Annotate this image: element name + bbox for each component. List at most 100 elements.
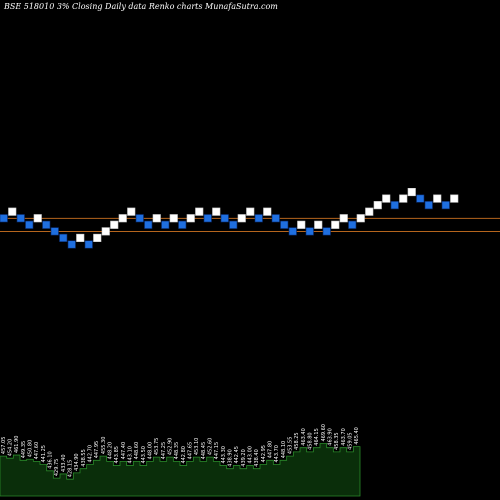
volume-panel: 457.05 454.20 461.90 449.35 450.80 447.60 441.…: [0, 424, 361, 497]
volume-label: 448.20: [108, 442, 114, 460]
volume-label: 441.25: [41, 445, 47, 463]
renko-brick-down: [305, 227, 314, 236]
volume-label: 448.45: [201, 442, 207, 460]
renko-brick-down: [271, 214, 280, 223]
renko-brick-down: [144, 220, 153, 229]
volume-label: 434.90: [74, 453, 80, 471]
volume-label: 469.60: [321, 424, 327, 442]
volume-label: 443.10: [128, 446, 134, 464]
renko-brick-up: [76, 233, 85, 242]
volume-label: 447.95: [94, 441, 100, 459]
volume-label: 453.55: [288, 437, 294, 455]
volume-label: 443.85: [114, 446, 120, 464]
volume-label: 442.45: [234, 446, 240, 464]
renko-brick-down: [229, 220, 238, 229]
volume-label: 459.05: [348, 432, 354, 450]
renko-brick-up: [433, 194, 442, 203]
volume-label: 463.90: [328, 428, 334, 446]
volume-label: 438.40: [254, 449, 260, 467]
renko-brick-up: [93, 233, 102, 242]
renko-brick-up: [169, 214, 178, 223]
volume-label: 453.10: [194, 438, 200, 456]
renko-brick-down: [203, 214, 212, 223]
volume-label: 458.25: [294, 432, 300, 450]
renko-brick-up: [118, 214, 127, 223]
volume-label: 443.00: [248, 446, 254, 464]
volume-label: 447.40: [121, 442, 127, 460]
renko-brick-down: [135, 214, 144, 223]
volume-label: 457.05: [1, 437, 7, 455]
renko-brick-down: [348, 220, 357, 229]
volume-label: 447.60: [34, 442, 40, 460]
renko-brick-up: [33, 214, 42, 223]
renko-brick-down: [220, 214, 229, 223]
renko-brick-down: [59, 233, 68, 242]
renko-brick-up: [365, 207, 374, 216]
volume-label: 454.20: [8, 439, 14, 457]
renko-brick-down: [0, 214, 8, 223]
volume-label: 463.70: [341, 428, 347, 446]
renko-brick-up: [373, 201, 382, 210]
renko-brick-up: [237, 214, 246, 223]
renko-brick-down: [288, 227, 297, 236]
volume-label: 443.30: [221, 446, 227, 464]
renko-bricks: [0, 188, 459, 249]
volume-label: 442.70: [88, 445, 94, 463]
renko-brick-up: [297, 220, 306, 229]
renko-brick-down: [42, 220, 51, 229]
volume-label: 447.15: [214, 442, 220, 460]
renko-brick-up: [382, 194, 391, 203]
renko-brick-down: [441, 201, 450, 210]
renko-brick-up: [101, 227, 110, 236]
volume-label: 438.90: [228, 449, 234, 467]
volume-label: 447.65: [188, 442, 194, 460]
renko-brick-down: [67, 240, 76, 249]
volume-label: 455.30: [101, 437, 107, 455]
volume-label: 428.15: [68, 460, 74, 478]
renko-brick-down: [416, 194, 425, 203]
volume-label: 439.20: [241, 449, 247, 467]
renko-brick-up: [212, 207, 221, 216]
volume-label: 448.35: [174, 442, 180, 460]
volume-label: 433.40: [61, 454, 67, 472]
renko-brick-up: [331, 220, 340, 229]
renko-brick-up: [127, 207, 136, 216]
renko-brick-up: [186, 214, 195, 223]
renko-brick-down: [280, 220, 289, 229]
volume-label: 458.80: [308, 432, 314, 450]
volume-label: 464.15: [314, 428, 320, 446]
volume-label: 438.55: [81, 449, 87, 467]
renko-brick-up: [8, 207, 17, 216]
volume-label: 447.25: [161, 442, 167, 460]
volume-label: 442.95: [261, 445, 267, 463]
renko-brick-up: [110, 220, 119, 229]
volume-label: 450.80: [28, 440, 34, 458]
volume-label: 443.50: [141, 446, 147, 464]
volume-label: 452.90: [168, 438, 174, 456]
renko-brick-up: [339, 214, 348, 223]
volume-label: 448.60: [134, 442, 140, 460]
renko-brick-up: [246, 207, 255, 216]
volume-label: 465.40: [354, 427, 360, 445]
renko-brick-up: [450, 194, 459, 203]
volume-label: 442.80: [181, 446, 187, 464]
renko-brick-down: [178, 220, 187, 229]
volume-label: 436.10: [48, 451, 54, 469]
volume-label: 429.75: [54, 459, 60, 477]
renko-brick-down: [322, 227, 331, 236]
renko-brick-up: [399, 194, 408, 203]
volume-label: 452.60: [208, 438, 214, 456]
renko-brick-down: [390, 201, 399, 210]
volume-label: 447.80: [268, 441, 274, 459]
volume-label: 443.70: [274, 445, 280, 463]
renko-brick-up: [152, 214, 161, 223]
renko-brick-down: [161, 220, 170, 229]
chart-title: BSE 518010 3% Closing Daily data Renko c…: [4, 2, 278, 11]
renko-brick-up: [407, 188, 416, 197]
volume-label: 448.10: [281, 441, 287, 459]
volume-area: [0, 443, 361, 497]
volume-label: 449.35: [21, 441, 27, 459]
reference-lines: [0, 217, 500, 232]
volume-label: 448.00: [148, 442, 154, 460]
